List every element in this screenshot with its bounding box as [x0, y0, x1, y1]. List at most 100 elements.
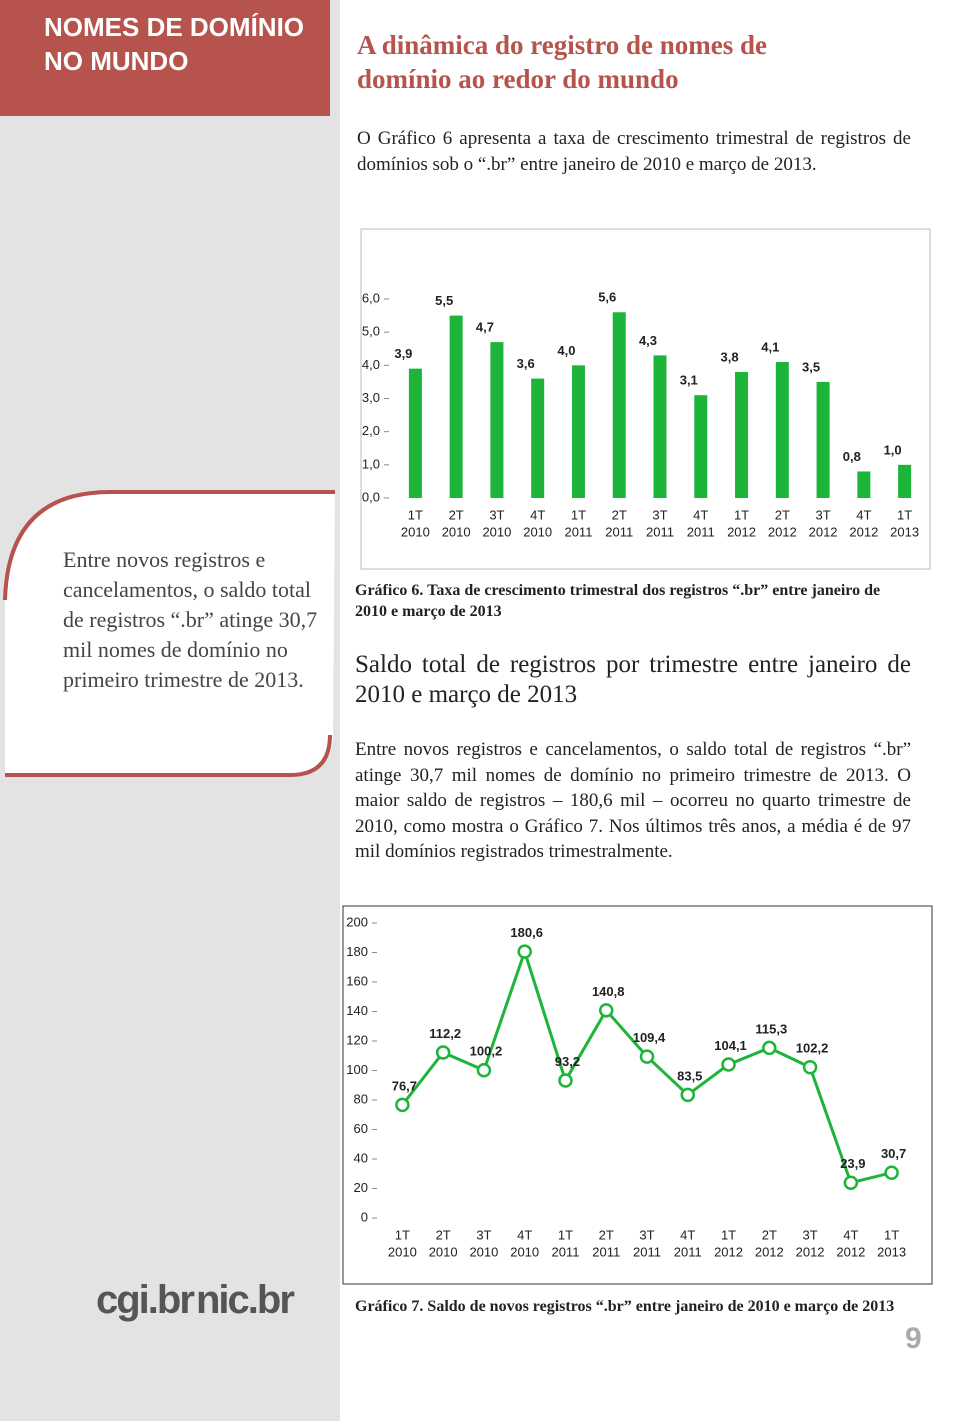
x-tick-label: 2012 [755, 1244, 784, 1259]
data-label: 4,0 [557, 343, 575, 358]
x-tick-label: 2T [599, 1227, 614, 1242]
y-tick-label: 100 [346, 1062, 368, 1077]
data-label: 4,1 [761, 339, 779, 354]
x-tick-label: 2010 [429, 1244, 458, 1259]
point [598, 1003, 614, 1018]
x-tick-label: 4T [530, 507, 545, 522]
y-tick-label: 60 [354, 1121, 368, 1136]
x-tick-label: 2011 [633, 1244, 661, 1259]
data-label: 3,5 [802, 359, 820, 374]
bar [612, 312, 626, 498]
page-title: A dinâmica do registro de nomes de domín… [357, 30, 768, 94]
x-tick-label: 4T [680, 1227, 695, 1242]
bar [653, 355, 667, 498]
paragraph: Entre novos registros e cancelamentos, o… [355, 739, 911, 862]
data-label: 83,5 [677, 1068, 702, 1083]
x-tick-label: 3T [489, 507, 504, 522]
x-tick-label: 1T [897, 507, 912, 522]
x-tick-label: 3T [476, 1227, 491, 1242]
y-tick-label: 2,0 [362, 423, 380, 438]
data-label: 115,3 [755, 1021, 787, 1036]
data-label: 4,3 [639, 333, 657, 348]
y-tick-label: 20 [354, 1180, 368, 1195]
x-tick-label: 2012 [849, 524, 878, 539]
x-tick-label: 1T [558, 1227, 573, 1242]
point [395, 1097, 410, 1113]
x-tick-label: 3T [639, 1227, 654, 1242]
chart-frame [360, 228, 931, 570]
bar [857, 471, 871, 498]
data-label: 3,9 [394, 346, 412, 361]
bar [531, 378, 545, 498]
x-tick-label: 2T [775, 507, 790, 522]
bar [408, 368, 422, 498]
x-tick-label: 2T [612, 507, 627, 522]
y-tick-label: 40 [354, 1150, 368, 1165]
x-tick-label: 4T [856, 507, 871, 522]
bar [775, 362, 789, 498]
y-tick-label: 80 [354, 1091, 368, 1106]
x-tick-label: 2011 [646, 524, 674, 539]
section-label: NOMES DE DOMÍNIO NO MUNDO [44, 12, 305, 76]
section-box [0, 0, 330, 116]
x-tick-label: 2010 [523, 524, 552, 539]
x-tick-label: 2012 [727, 524, 756, 539]
x-tick-label: 2012 [714, 1244, 743, 1259]
y-tick-label: 180 [346, 944, 368, 959]
point [558, 1073, 573, 1088]
x-tick-label: 1T [721, 1227, 736, 1242]
point [680, 1087, 696, 1103]
y-tick-label: 160 [346, 973, 368, 988]
data-label: 23,9 [840, 1156, 865, 1171]
y-tick-label: 140 [346, 1003, 368, 1018]
x-tick-label: 2012 [809, 524, 838, 539]
point [762, 1040, 777, 1056]
data-label: 4,7 [476, 320, 494, 335]
x-tick-label: 1T [395, 1227, 410, 1242]
x-tick-label: 2010 [482, 524, 511, 539]
y-tick-label: 0,0 [362, 489, 380, 504]
x-tick-label: 4T [517, 1227, 532, 1242]
x-tick-label: 2010 [442, 524, 471, 539]
bar [571, 365, 585, 498]
x-tick-label: 4T [693, 507, 708, 522]
data-label: 140,8 [592, 984, 625, 999]
logo: cgi.br [96, 1278, 195, 1322]
bar [490, 342, 504, 498]
data-label: 102,2 [796, 1041, 829, 1056]
data-label: 109,4 [633, 1030, 666, 1045]
data-label: 112,2 [429, 1026, 461, 1041]
x-tick-label: 3T [652, 507, 667, 522]
x-tick-label: 3T [802, 1227, 817, 1242]
point [843, 1175, 859, 1190]
y-tick-label: 4,0 [362, 357, 380, 372]
x-tick-label: 2011 [551, 1244, 579, 1259]
data-label: 30,7 [881, 1146, 906, 1161]
x-tick-label: 2010 [388, 1244, 417, 1259]
y-tick-label: 200 [346, 914, 368, 929]
chart-caption: Gráfico 7. Saldo de novos registros “.br… [355, 1298, 895, 1315]
data-label: 180,6 [510, 925, 543, 940]
point [476, 1062, 492, 1078]
chart-frame [342, 905, 933, 1285]
x-tick-label: 1T [571, 507, 586, 522]
x-tick-label: 2011 [687, 524, 715, 539]
x-tick-label: 2010 [469, 1244, 498, 1259]
point [802, 1060, 818, 1075]
x-tick-label: 2011 [564, 524, 592, 539]
data-label: 104,1 [714, 1038, 747, 1053]
x-tick-label: 2013 [877, 1244, 906, 1259]
x-tick-label: 1T [884, 1227, 899, 1242]
x-tick-label: 3T [815, 507, 830, 522]
data-label: 5,6 [598, 290, 616, 305]
bar [449, 315, 463, 498]
data-label: 3,1 [680, 373, 698, 388]
x-tick-label: 4T [843, 1227, 858, 1242]
point [721, 1057, 736, 1072]
data-label: 76,7 [392, 1078, 417, 1093]
x-tick-label: 2012 [768, 524, 797, 539]
x-tick-label: 2T [449, 507, 464, 522]
x-tick-label: 2010 [510, 1244, 539, 1259]
logo: nic.br [196, 1278, 295, 1322]
